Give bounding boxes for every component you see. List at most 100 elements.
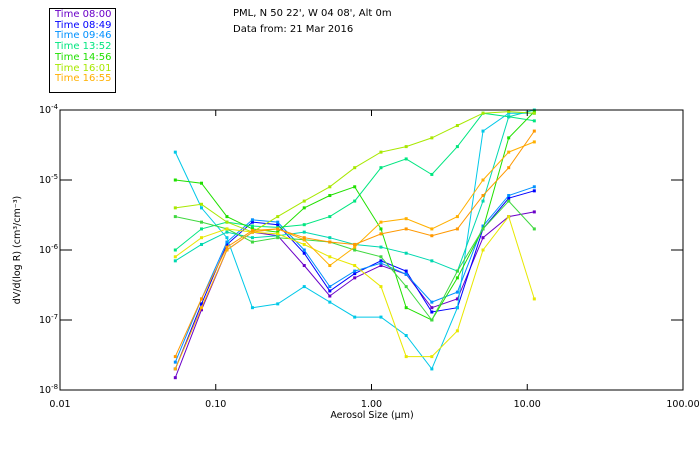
data-point	[507, 166, 511, 170]
data-point	[173, 248, 177, 252]
data-point	[430, 234, 434, 238]
data-point	[250, 240, 254, 244]
data-point	[328, 194, 332, 198]
data-point	[225, 230, 229, 234]
x-axis-label: Aerosol Size (µm)	[330, 410, 413, 421]
legend-entry: Time 16:01	[55, 62, 112, 74]
data-point	[379, 150, 383, 154]
data-point	[455, 215, 459, 219]
data-point	[481, 111, 485, 115]
data-point	[404, 157, 408, 161]
data-point	[455, 290, 459, 294]
data-point	[276, 215, 280, 219]
data-point	[328, 289, 332, 293]
data-point	[379, 220, 383, 224]
data-point	[302, 242, 306, 246]
y-tick-label: 10-7	[39, 313, 58, 326]
data-point	[455, 329, 459, 333]
data-point	[353, 199, 357, 203]
data-point	[276, 236, 280, 240]
data-point	[328, 300, 332, 304]
y-axis-label: dV/d(log R) (cm³/cm⁻³)	[12, 196, 23, 305]
y-tick-label: 10-5	[39, 173, 58, 186]
data-point	[173, 360, 177, 364]
data-point	[532, 185, 536, 189]
data-point	[328, 294, 332, 298]
data-point	[481, 129, 485, 133]
data-point	[507, 194, 511, 198]
data-point	[404, 251, 408, 255]
data-point	[328, 285, 332, 289]
series-line	[175, 111, 535, 233]
data-point	[507, 199, 511, 203]
data-point	[430, 310, 434, 314]
data-point	[404, 306, 408, 310]
series-time-16-55	[173, 140, 536, 371]
data-point	[173, 376, 177, 380]
data-point	[302, 264, 306, 268]
data-point	[199, 306, 203, 310]
data-point	[199, 302, 203, 306]
data-point	[250, 218, 254, 222]
data-point	[199, 220, 203, 224]
data-point	[225, 240, 229, 244]
series-line	[174, 141, 535, 370]
data-point	[404, 334, 408, 338]
data-point	[353, 185, 357, 189]
data-point	[173, 206, 177, 210]
plot-frame	[59, 109, 684, 391]
y-tick-label: 10-4	[39, 103, 59, 116]
data-point	[430, 318, 434, 322]
data-point	[379, 261, 383, 265]
data-point	[481, 227, 485, 231]
data-point	[173, 255, 177, 259]
series-time-16-55-b-	[173, 129, 536, 359]
data-point	[404, 355, 408, 359]
data-point	[250, 228, 254, 232]
x-tick-label: 1.00	[361, 399, 382, 410]
chart-title: PML, N 50 22', W 04 08', Alt 0m	[233, 8, 392, 19]
data-point	[250, 306, 254, 310]
data-point	[507, 111, 511, 115]
data-point	[225, 215, 229, 219]
data-point	[532, 227, 536, 231]
data-point	[507, 136, 511, 140]
data-point	[455, 306, 459, 310]
data-point	[276, 220, 280, 224]
legend-entry: Time 16:55	[55, 73, 112, 85]
data-point	[404, 217, 408, 221]
series-line	[174, 112, 535, 370]
data-point	[430, 355, 434, 359]
data-point	[532, 110, 536, 114]
data-point	[328, 255, 332, 259]
data-point	[328, 215, 332, 219]
data-point	[379, 264, 383, 268]
data-point	[173, 355, 177, 359]
data-point	[225, 220, 229, 224]
data-point	[455, 276, 459, 280]
data-point	[507, 115, 511, 119]
data-point	[430, 259, 434, 263]
data-point	[328, 185, 332, 189]
data-point	[379, 255, 383, 259]
data-point	[173, 178, 177, 182]
data-point	[302, 206, 306, 210]
data-point	[532, 189, 536, 193]
data-point	[379, 315, 383, 319]
data-point	[455, 124, 459, 128]
data-point	[353, 166, 357, 170]
data-point	[532, 119, 536, 123]
data-point	[199, 181, 203, 185]
data-point	[532, 129, 536, 133]
data-point	[302, 251, 306, 255]
data-point	[430, 136, 434, 140]
data-point	[225, 245, 229, 249]
data-point	[276, 227, 280, 231]
data-point	[250, 227, 254, 231]
data-point	[199, 242, 203, 246]
data-point	[353, 272, 357, 276]
data-point	[430, 367, 434, 371]
data-point	[507, 110, 511, 114]
data-point	[276, 223, 280, 227]
data-point	[379, 232, 383, 236]
